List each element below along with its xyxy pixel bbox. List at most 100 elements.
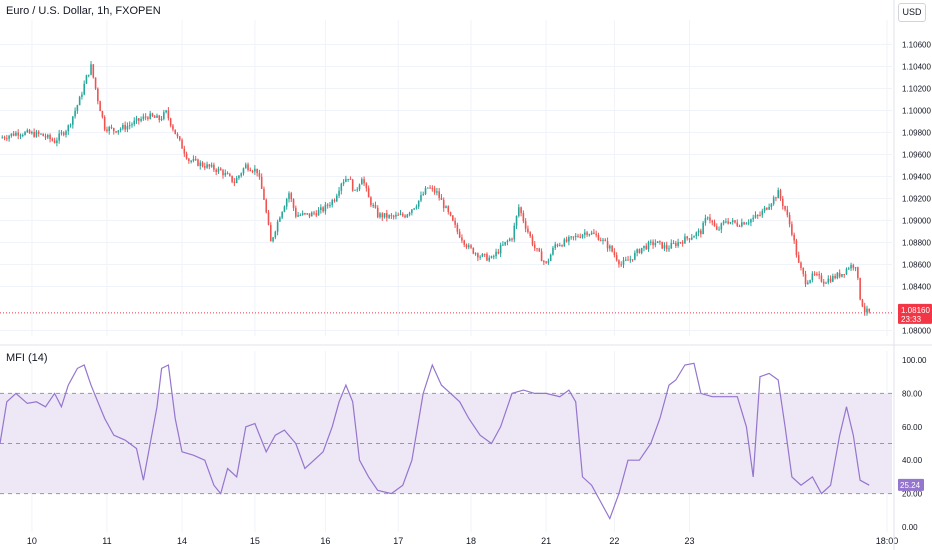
- candle: [543, 259, 545, 266]
- candle: [588, 233, 591, 237]
- candle-body: [135, 118, 138, 121]
- candle: [317, 207, 320, 216]
- candle: [570, 236, 572, 240]
- candle: [74, 107, 76, 119]
- candle-body: [579, 236, 582, 238]
- mfi-indicator-label[interactable]: MFI (14): [6, 352, 48, 364]
- candle: [722, 219, 725, 226]
- candle: [472, 247, 475, 255]
- candle-body: [822, 281, 825, 284]
- candle-body: [411, 209, 413, 213]
- candle-body: [217, 168, 220, 172]
- candle-body: [235, 177, 238, 184]
- candle: [65, 129, 67, 138]
- candle-body: [153, 116, 156, 118]
- candle: [178, 136, 181, 142]
- candle-body: [308, 213, 311, 217]
- candle-body: [838, 272, 841, 277]
- candle: [702, 221, 704, 235]
- candle-body: [829, 278, 832, 282]
- candle-body: [720, 223, 723, 230]
- candle-body: [645, 245, 648, 250]
- candle: [681, 240, 684, 247]
- candle-body: [65, 131, 67, 135]
- candle-body: [772, 197, 775, 204]
- candle-body: [361, 179, 363, 185]
- candle: [490, 255, 493, 259]
- candle-body: [590, 232, 593, 235]
- candle-body: [244, 164, 247, 169]
- candle-body: [584, 232, 586, 235]
- candle: [58, 129, 60, 144]
- candle-body: [638, 249, 641, 254]
- candle-body: [481, 253, 484, 257]
- candle: [647, 240, 650, 252]
- candle: [470, 244, 472, 249]
- candle-body: [852, 265, 855, 268]
- candle: [299, 213, 302, 217]
- candle-body: [295, 207, 297, 217]
- candle-body: [260, 176, 263, 189]
- currency-button[interactable]: USD: [898, 3, 926, 22]
- candle: [579, 233, 582, 239]
- candle: [527, 225, 529, 234]
- mfi-last-badge: [898, 478, 924, 491]
- candle: [258, 169, 261, 180]
- candle-body: [577, 235, 579, 237]
- candle-body: [188, 158, 190, 162]
- candle: [176, 132, 179, 139]
- candle-body: [781, 198, 784, 207]
- candle-body: [715, 226, 718, 230]
- candle-body: [106, 129, 108, 132]
- candle-body: [713, 222, 716, 227]
- candle-body: [857, 267, 859, 278]
- candle-body: [565, 239, 568, 242]
- candle-body: [722, 221, 725, 224]
- candle: [167, 107, 170, 121]
- candle-body: [429, 187, 431, 189]
- price-tick-label: 1.09200: [902, 195, 931, 204]
- candle-body: [490, 256, 493, 258]
- candle-body: [599, 240, 602, 242]
- candle: [715, 223, 718, 231]
- candle-body: [285, 199, 288, 207]
- candle: [60, 130, 63, 136]
- candle-body: [652, 241, 654, 246]
- candle: [147, 116, 149, 121]
- candle: [679, 241, 682, 244]
- candle: [49, 133, 51, 143]
- last-price-value: 1.08160: [901, 306, 930, 315]
- candle-body: [800, 262, 802, 268]
- candle-body: [422, 194, 425, 196]
- candle: [274, 230, 277, 240]
- candle: [383, 213, 386, 219]
- candle: [160, 116, 163, 122]
- candle: [524, 218, 527, 233]
- candle-body: [210, 164, 213, 167]
- candle-body: [199, 162, 202, 166]
- candle-body: [99, 101, 101, 112]
- candle-body: [201, 162, 204, 167]
- candle: [577, 233, 579, 238]
- candle: [704, 214, 707, 226]
- candle: [868, 308, 871, 314]
- candle: [720, 222, 723, 234]
- candle-body: [747, 222, 750, 224]
- candle-body: [445, 206, 447, 209]
- candle-body: [197, 159, 199, 166]
- candle-body: [832, 275, 834, 282]
- candle: [565, 236, 568, 243]
- candle: [492, 254, 495, 260]
- candle: [745, 221, 748, 225]
- candle-body: [743, 222, 745, 225]
- candle-body: [87, 74, 90, 76]
- candle: [8, 134, 10, 142]
- candle-body: [115, 131, 117, 133]
- price-tick-label: 1.08600: [902, 261, 931, 270]
- candle-body: [843, 274, 846, 276]
- candle-body: [301, 213, 304, 216]
- candle-body: [215, 169, 217, 172]
- candle-body: [649, 241, 652, 243]
- candle: [752, 214, 754, 223]
